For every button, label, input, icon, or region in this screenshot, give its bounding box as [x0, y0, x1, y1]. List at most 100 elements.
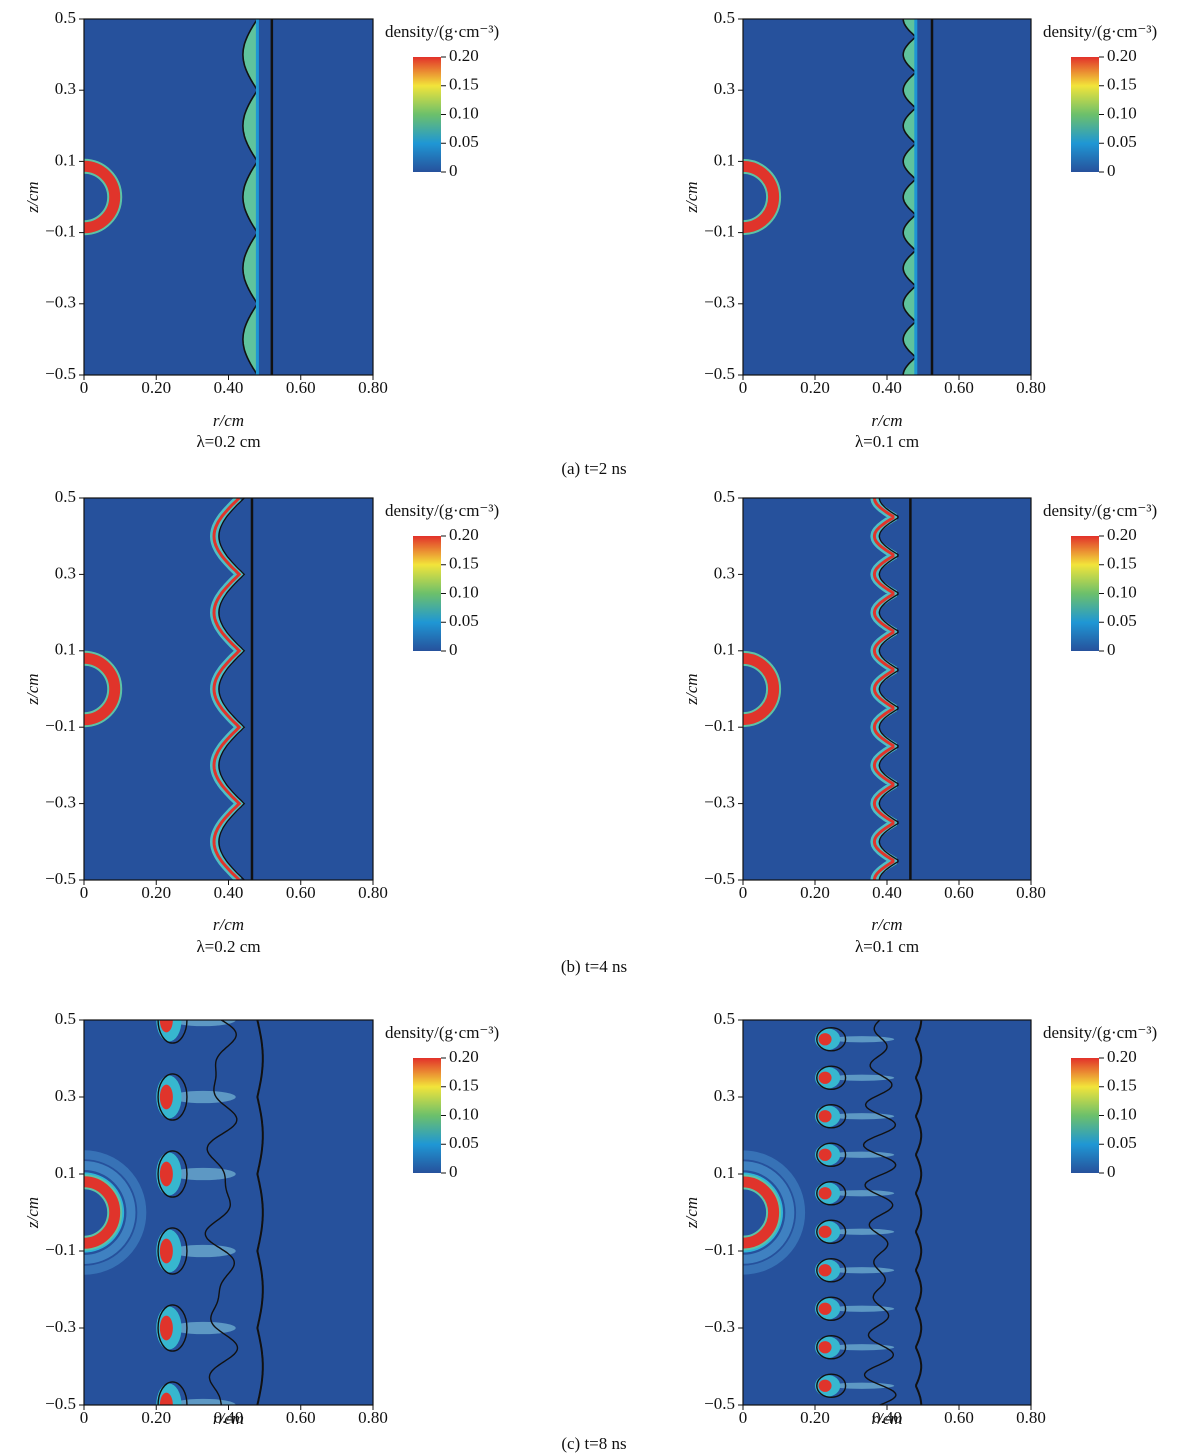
bubble-outline [157, 1150, 188, 1198]
shock-front [915, 1020, 923, 1405]
bubble-outline [157, 1227, 188, 1275]
x-tick-label: 0 [80, 883, 89, 902]
bubble [818, 1302, 832, 1315]
colorbar-tick-label: 0.15 [1107, 75, 1137, 94]
x-tick-label: 0.20 [800, 1408, 830, 1427]
x-tick-label: 0.20 [141, 883, 171, 902]
colorbar-tick-label: 0 [1107, 161, 1116, 180]
colorbar-label: density/(g·cm⁻³) [385, 22, 499, 41]
y-tick-label: 0.3 [714, 563, 735, 582]
colorbar [413, 57, 441, 172]
density-field [84, 498, 373, 880]
colorbar-tick-label: 0.15 [449, 554, 479, 573]
y-tick-label: 0.5 [714, 8, 735, 27]
x-axis-label: r/cm [213, 1409, 244, 1428]
x-tick-label: 0 [739, 378, 748, 397]
x-axis-label: r/cm [213, 411, 244, 430]
bubble-outline [816, 1257, 847, 1283]
y-tick-label: 0.3 [55, 1086, 76, 1105]
colorbar-tick-label: 0 [1107, 640, 1116, 659]
y-tick-label: 0.5 [55, 1009, 76, 1028]
x-tick-label: 0 [80, 378, 89, 397]
bubble [818, 1187, 832, 1200]
x-axis-label: r/cm [871, 1409, 902, 1428]
bubble [818, 1033, 832, 1046]
colorbar-tick-label: 0.10 [1107, 103, 1137, 122]
x-axis-label: r/cm [213, 915, 244, 934]
bubble [159, 1020, 173, 1033]
colorbar-tick-label: 0.05 [449, 1133, 479, 1152]
y-tick-label: 0.3 [55, 563, 76, 582]
x-tick-label: 0.80 [358, 1408, 388, 1427]
y-tick-label: −0.5 [704, 364, 735, 383]
colorbar-tick-label: 0.15 [449, 75, 479, 94]
x-tick-label: 0.20 [141, 378, 171, 397]
bubble [818, 1379, 832, 1392]
subtitle: λ=0.2 cm [196, 432, 260, 451]
colorbar-tick-label: 0 [449, 1162, 458, 1181]
colorbar [413, 1058, 441, 1173]
bubble-outline [816, 1065, 847, 1090]
bubble [159, 1315, 173, 1341]
y-tick-label: −0.1 [704, 716, 735, 735]
colorbar-label: density/(g·cm⁻³) [385, 1023, 499, 1042]
y-tick-label: 0.1 [55, 150, 76, 169]
bubble-outline [157, 1381, 188, 1405]
y-tick-label: −0.3 [704, 1317, 735, 1336]
y-tick-label: −0.1 [45, 716, 76, 735]
colorbar-tick-label: 0.05 [1107, 132, 1137, 151]
colorbar-tick-label: 0.05 [449, 611, 479, 630]
y-axis-label: z/cm [23, 1197, 42, 1229]
bubble [818, 1110, 832, 1123]
colorbar-tick-label: 0.05 [449, 132, 479, 151]
y-axis-label: z/cm [682, 673, 701, 705]
bubble [818, 1148, 832, 1161]
x-tick-label: 0 [739, 883, 748, 902]
bubble-outline [816, 1373, 847, 1398]
x-tick-label: 0.40 [214, 378, 244, 397]
x-tick-label: 0 [80, 1408, 89, 1427]
y-tick-label: −0.5 [704, 869, 735, 888]
x-tick-label: 0.40 [214, 1408, 244, 1427]
x-tick-label: 0.60 [286, 1408, 316, 1427]
bubble-glow [815, 990, 840, 1012]
colorbar-tick-label: 0.10 [449, 1104, 479, 1123]
x-tick-label: 0.40 [872, 378, 902, 397]
colorbar-tick-label: 0.20 [449, 46, 479, 65]
bubble-outline [816, 1334, 847, 1360]
x-tick-label: 0.60 [286, 378, 316, 397]
interface-outline [218, 498, 246, 880]
colorbar-tick-label: 0.10 [1107, 1104, 1137, 1123]
colorbar [1071, 536, 1099, 651]
bubble-outline [816, 1296, 847, 1321]
colorbar-tick-label: 0 [449, 640, 458, 659]
subtitle: λ=0.1 cm [855, 432, 919, 451]
bubble-outline [816, 1103, 847, 1129]
x-tick-label: 0.80 [1016, 1408, 1046, 1427]
bubble-outline [816, 1026, 847, 1052]
contact-contour [862, 1020, 897, 1405]
caption: (c) t=8 ns [561, 1434, 626, 1453]
y-tick-label: −0.1 [45, 222, 76, 241]
y-tick-label: 0.5 [714, 1009, 735, 1028]
y-tick-label: −0.5 [45, 869, 76, 888]
y-tick-label: −0.1 [704, 222, 735, 241]
colorbar-tick-label: 0.20 [1107, 46, 1137, 65]
colorbar-label: density/(g·cm⁻³) [1043, 1023, 1157, 1042]
density-field [743, 19, 1031, 375]
colorbar [413, 536, 441, 651]
bubble-outline [157, 1304, 188, 1352]
x-tick-label: 0.60 [944, 1408, 974, 1427]
y-tick-label: 0.1 [55, 640, 76, 659]
bubble [159, 1392, 173, 1405]
y-tick-label: −0.3 [704, 793, 735, 812]
density-field [84, 1020, 373, 1405]
x-axis-label: r/cm [871, 411, 902, 430]
bubble-outline [816, 1180, 847, 1206]
x-tick-label: 0.60 [944, 378, 974, 397]
compressed-layer [242, 19, 258, 375]
compressed-layer [903, 19, 916, 375]
y-tick-label: 0.1 [55, 1163, 76, 1182]
colorbar-tick-label: 0.15 [1107, 1076, 1137, 1095]
